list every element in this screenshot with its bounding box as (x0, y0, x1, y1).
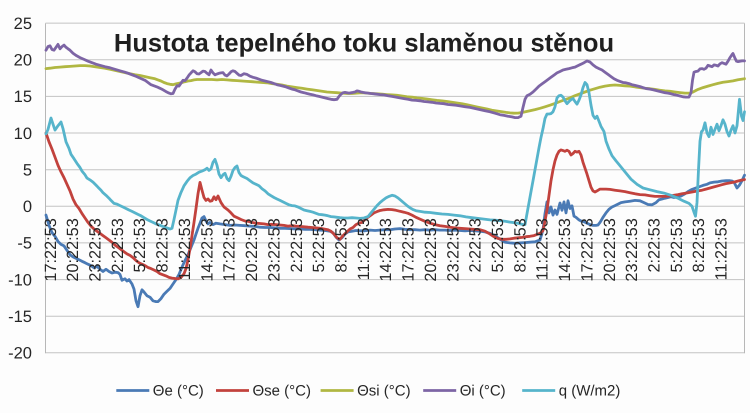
svg-text:11:22:53: 11:22:53 (534, 218, 552, 280)
svg-text:-15: -15 (8, 308, 32, 326)
svg-text:14:22:53: 14:22:53 (198, 218, 216, 281)
svg-text:Θe (°C): Θe (°C) (153, 383, 204, 400)
svg-text:20:22:53: 20:22:53 (601, 218, 619, 281)
svg-text:0: 0 (23, 198, 32, 216)
svg-text:20: 20 (14, 52, 32, 70)
svg-text:q (W/m2): q (W/m2) (559, 383, 621, 400)
svg-text:17:22:53: 17:22:53 (578, 218, 596, 281)
svg-text:20:22:53: 20:22:53 (64, 218, 82, 281)
svg-text:2:22:53: 2:22:53 (467, 218, 485, 272)
svg-text:5:22:53: 5:22:53 (489, 218, 507, 272)
svg-text:15: 15 (14, 88, 32, 106)
svg-text:Θi (°C): Θi (°C) (460, 383, 506, 400)
svg-text:8:22:53: 8:22:53 (690, 218, 708, 272)
svg-text:-5: -5 (17, 235, 32, 253)
svg-text:2:22:53: 2:22:53 (646, 218, 664, 272)
svg-text:17:22:53: 17:22:53 (221, 218, 239, 281)
svg-text:Θse (°C): Θse (°C) (253, 383, 312, 400)
svg-text:2:22:53: 2:22:53 (288, 218, 306, 272)
svg-text:11:22:53: 11:22:53 (176, 218, 194, 280)
svg-text:Hustota tepelného toku slaměno: Hustota tepelného toku slaměnou stěnou (114, 30, 614, 58)
svg-text:8:22:53: 8:22:53 (333, 218, 351, 272)
svg-text:20:22:53: 20:22:53 (243, 218, 261, 281)
svg-text:20:22:53: 20:22:53 (422, 218, 440, 281)
svg-text:23:22:53: 23:22:53 (623, 218, 641, 281)
svg-text:23:22:53: 23:22:53 (265, 218, 283, 281)
svg-text:5:22:53: 5:22:53 (668, 218, 686, 272)
svg-text:17:22:53: 17:22:53 (400, 218, 418, 281)
svg-text:8:22:53: 8:22:53 (511, 218, 529, 272)
svg-text:5:22:53: 5:22:53 (310, 218, 328, 272)
svg-text:5: 5 (23, 162, 32, 180)
svg-text:Θsi (°C): Θsi (°C) (357, 383, 411, 400)
svg-text:17:22:53: 17:22:53 (42, 218, 60, 281)
svg-text:5:22:53: 5:22:53 (131, 218, 149, 272)
svg-text:23:22:53: 23:22:53 (444, 218, 462, 281)
svg-text:-20: -20 (8, 345, 32, 363)
svg-text:-10: -10 (8, 271, 32, 289)
svg-text:11:22:53: 11:22:53 (355, 218, 373, 280)
svg-text:25: 25 (14, 15, 32, 33)
svg-text:14:22:53: 14:22:53 (377, 218, 395, 281)
svg-text:10: 10 (14, 125, 32, 143)
svg-text:2:22:53: 2:22:53 (109, 218, 127, 272)
svg-text:11:22:53: 11:22:53 (713, 218, 731, 280)
svg-text:23:22:53: 23:22:53 (87, 218, 105, 281)
svg-text:8:22:53: 8:22:53 (154, 218, 172, 272)
svg-text:14:22:53: 14:22:53 (556, 218, 574, 281)
